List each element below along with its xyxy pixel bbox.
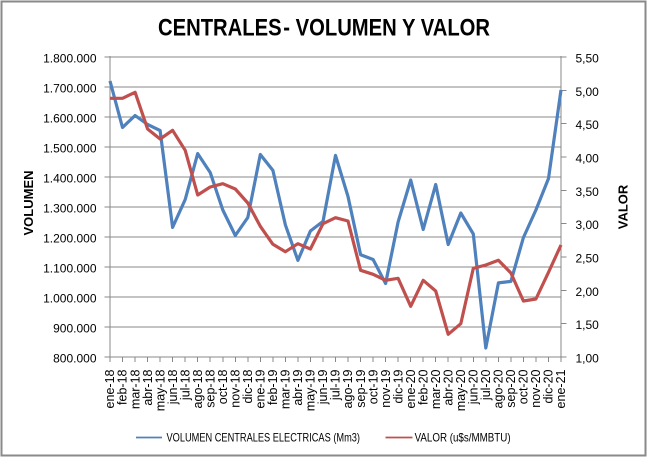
svg-text:VOLUMEN CENTRALES ELECTRICAS (: VOLUMEN CENTRALES ELECTRICAS (Mm3)	[167, 431, 361, 445]
svg-text:may-18: may-18	[153, 369, 167, 411]
svg-text:mar-18: mar-18	[128, 369, 142, 409]
svg-text:oct-19: oct-19	[366, 369, 380, 404]
svg-text:1.500.000: 1.500.000	[43, 142, 97, 156]
svg-text:nov-20: nov-20	[529, 369, 543, 407]
svg-text:mar-19: mar-19	[279, 369, 293, 409]
svg-text:1.800.000: 1.800.000	[43, 52, 97, 66]
svg-text:2,50: 2,50	[576, 252, 600, 266]
svg-text:1.100.000: 1.100.000	[43, 262, 97, 276]
svg-text:ene-20: ene-20	[404, 369, 418, 408]
svg-text:oct-18: oct-18	[216, 369, 230, 404]
svg-text:jul-18: jul-18	[178, 369, 192, 401]
svg-text:sep-19: sep-19	[354, 369, 368, 407]
svg-text:900.000: 900.000	[53, 322, 97, 336]
svg-text:1.700.000: 1.700.000	[43, 82, 97, 96]
svg-text:ene-18: ene-18	[103, 369, 117, 408]
svg-text:abr-18: abr-18	[141, 369, 155, 405]
svg-text:VALOR: VALOR	[616, 184, 631, 229]
svg-text:feb-20: feb-20	[416, 369, 430, 404]
svg-text:800.000: 800.000	[53, 352, 97, 366]
svg-text:dic-18: dic-18	[241, 369, 255, 403]
svg-text:VALOR (u$s/MMBTU): VALOR (u$s/MMBTU)	[415, 431, 511, 445]
svg-text:jul-20: jul-20	[479, 369, 493, 401]
svg-text:4,00: 4,00	[576, 152, 600, 166]
svg-text:4,50: 4,50	[576, 118, 600, 132]
svg-text:5,50: 5,50	[576, 52, 600, 66]
svg-text:mar-20: mar-20	[429, 369, 443, 409]
svg-text:1.200.000: 1.200.000	[43, 232, 97, 246]
svg-text:abr-19: abr-19	[291, 369, 305, 405]
svg-text:jun-19: jun-19	[316, 369, 330, 405]
svg-text:abr-20: abr-20	[441, 369, 455, 405]
svg-text:dic-20: dic-20	[542, 369, 556, 403]
svg-text:1,00: 1,00	[576, 352, 600, 366]
svg-text:feb-19: feb-19	[266, 369, 280, 404]
svg-text:1.000.000: 1.000.000	[43, 292, 97, 306]
svg-text:2,00: 2,00	[576, 285, 600, 299]
svg-text:1.400.000: 1.400.000	[43, 172, 97, 186]
svg-text:nov-18: nov-18	[229, 369, 243, 407]
svg-text:oct-20: oct-20	[517, 369, 531, 404]
svg-text:nov-19: nov-19	[379, 369, 393, 407]
svg-text:5,00: 5,00	[576, 85, 600, 99]
svg-text:1.600.000: 1.600.000	[43, 112, 97, 126]
svg-text:VOLUMEN: VOLUMEN	[21, 171, 36, 236]
svg-text:3,50: 3,50	[576, 185, 600, 199]
svg-text:1.300.000: 1.300.000	[43, 202, 97, 216]
svg-text:ago-18: ago-18	[191, 369, 205, 408]
svg-text:sep-20: sep-20	[504, 369, 518, 407]
svg-text:may-20: may-20	[454, 369, 468, 411]
svg-text:dic-19: dic-19	[391, 369, 405, 403]
svg-text:ago-20: ago-20	[492, 369, 506, 408]
svg-text:ene-21: ene-21	[554, 369, 568, 408]
svg-text:CENTRALES - VOLUMEN Y VALOR: CENTRALES - VOLUMEN Y VALOR	[158, 15, 490, 42]
svg-text:ago-19: ago-19	[341, 369, 355, 408]
svg-text:may-19: may-19	[304, 369, 318, 411]
svg-text:jun-18: jun-18	[166, 369, 180, 405]
svg-text:feb-18: feb-18	[116, 369, 130, 404]
svg-text:sep-18: sep-18	[203, 369, 217, 407]
svg-text:3,00: 3,00	[576, 218, 600, 232]
svg-text:1,50: 1,50	[576, 318, 600, 332]
svg-text:jul-19: jul-19	[329, 369, 343, 401]
svg-text:ene-19: ene-19	[254, 369, 268, 408]
svg-text:jun-20: jun-20	[467, 369, 481, 405]
